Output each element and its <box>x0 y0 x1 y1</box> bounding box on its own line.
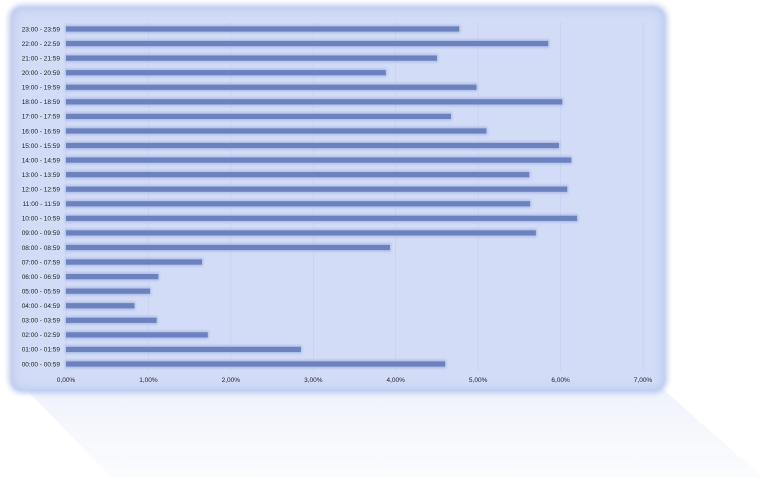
y-tick-label: 18:00 - 18:59 <box>22 99 61 106</box>
x-tick-label: 2,00% <box>222 377 241 384</box>
y-tick-label: 19:00 - 19:59 <box>22 85 61 92</box>
bar <box>66 142 559 149</box>
y-tick-label: 15:00 - 15:59 <box>22 143 61 150</box>
bar <box>66 40 549 47</box>
x-tick-label: 6,00% <box>551 377 570 384</box>
y-tick-label: 01:00 - 01:59 <box>22 347 61 354</box>
x-tick-label: 7,00% <box>634 377 653 384</box>
bar <box>66 215 578 221</box>
x-tick-label: 0,00% <box>57 377 76 384</box>
y-tick-label: 02:00 - 02:59 <box>22 332 61 339</box>
bar <box>66 274 159 280</box>
y-tick-label: 10:00 - 10:59 <box>22 216 61 223</box>
x-tick-label: 5,00% <box>469 377 488 384</box>
y-tick-label: 06:00 - 06:59 <box>22 274 61 281</box>
y-tick-label: 13:00 - 13:59 <box>22 172 61 179</box>
bar <box>66 201 531 207</box>
y-tick-label: 08:00 - 08:59 <box>22 245 61 252</box>
y-tick-label: 23:00 - 23:59 <box>22 26 61 33</box>
y-tick-label: 12:00 - 12:59 <box>22 187 61 194</box>
bar <box>66 55 437 61</box>
panel-reflection <box>22 385 762 477</box>
bars <box>65 24 579 369</box>
bar <box>66 99 563 105</box>
bar <box>66 244 390 251</box>
bar <box>66 186 568 192</box>
bar <box>66 259 203 265</box>
bar <box>66 128 487 134</box>
bar <box>66 113 451 119</box>
y-tick-label: 07:00 - 07:59 <box>22 259 61 266</box>
y-tick-label: 17:00 - 17:59 <box>22 114 61 121</box>
bar <box>66 230 536 236</box>
bar <box>66 70 386 76</box>
bar <box>66 332 208 338</box>
bar <box>66 172 530 178</box>
y-tick-label: 21:00 - 21:59 <box>22 55 61 62</box>
x-tick-label: 3,00% <box>304 377 323 384</box>
y-tick-label: 04:00 - 04:59 <box>22 303 61 310</box>
y-tick-label: 20:00 - 20:59 <box>22 70 61 77</box>
gridlines <box>65 22 644 371</box>
y-tick-label: 11:00 - 11:59 <box>23 201 61 208</box>
y-tick-label: 16:00 - 16:59 <box>22 128 61 135</box>
bar <box>66 317 157 323</box>
y-axis-labels: 00:00 - 00:59 01:00 - 01:59 02:00 - 02:59 0… <box>22 26 61 368</box>
y-tick-label: 14:00 - 14:59 <box>22 157 61 164</box>
x-tick-label: 1,00% <box>139 377 158 384</box>
bar <box>66 346 301 353</box>
x-tick-label: 4,00% <box>386 377 405 384</box>
bar <box>66 84 477 90</box>
x-axis-labels: 0,00% 1,00% 2,00% 3,00% 4,00% 5,00% 6,00% 7,00% <box>57 377 653 384</box>
bar <box>66 157 572 163</box>
y-tick-label: 09:00 - 09:59 <box>22 230 61 237</box>
y-tick-label: 03:00 - 03:59 <box>22 318 61 325</box>
bar <box>66 303 135 309</box>
bar <box>66 361 446 367</box>
y-tick-label: 22:00 - 22:59 <box>22 41 61 48</box>
bar <box>66 26 460 32</box>
y-tick-label: 00:00 - 00:59 <box>22 361 61 368</box>
bar <box>66 288 151 294</box>
y-tick-label: 05:00 - 05:59 <box>22 288 61 295</box>
